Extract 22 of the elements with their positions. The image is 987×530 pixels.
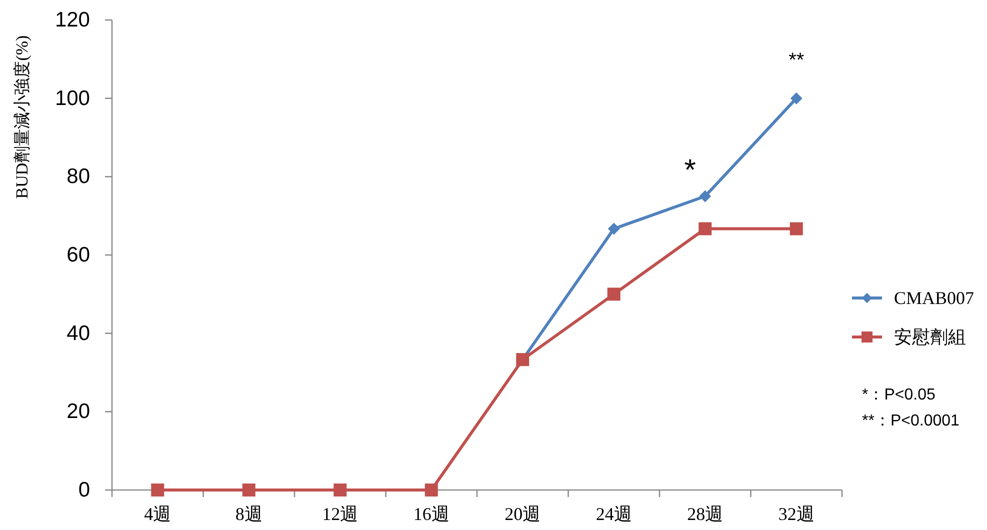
x-tick-label: 12週: [322, 504, 358, 524]
y-axis-title: BUD劑量減小強度(%): [12, 35, 32, 199]
x-tick-label: 4週: [144, 504, 172, 524]
note: *：P<0.05: [862, 386, 936, 404]
x-tick-label: 28週: [687, 504, 724, 524]
annotation: **: [788, 49, 804, 72]
y-tick-label: 40: [66, 322, 90, 345]
y-tick-label: 120: [54, 8, 90, 32]
annotation: *: [684, 154, 696, 187]
x-tick-label: 24週: [596, 504, 632, 524]
x-tick-label: 32週: [778, 504, 814, 524]
y-tick-label: 100: [54, 86, 90, 110]
x-tick-label: 16週: [413, 504, 450, 524]
y-tick-label: 80: [66, 165, 90, 188]
y-tick-label: 20: [66, 400, 90, 424]
y-tick-label: 0: [78, 478, 90, 502]
x-tick-label: 20週: [504, 504, 541, 524]
legend-label: CMAB007: [894, 288, 974, 308]
legend-label: 安慰劑組: [894, 327, 966, 347]
x-tick-label: 8週: [235, 504, 262, 524]
note: **：P<0.0001: [862, 412, 960, 430]
y-tick-label: 60: [66, 244, 90, 266]
